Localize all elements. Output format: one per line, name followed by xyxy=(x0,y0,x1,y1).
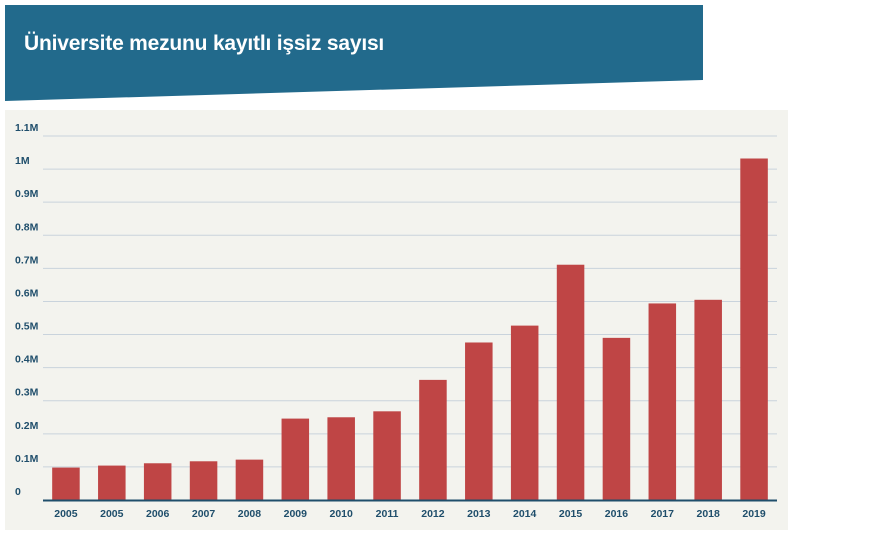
y-tick-label: 0.8M xyxy=(15,221,39,233)
x-tick-label: 2011 xyxy=(376,508,399,520)
chart-panel: 0 0.1M 0.2M 0.3M 0.4M 0.5M 0.6M 0.7M 0.8M 0.9M 1M 1… xyxy=(5,110,788,530)
bar-2008 xyxy=(235,459,264,500)
bar-2019 xyxy=(740,158,768,500)
bar-2016 xyxy=(602,337,631,500)
x-tick-label: 2005 xyxy=(54,508,78,520)
bar-2015 xyxy=(556,264,585,500)
x-tick-label: 2008 xyxy=(238,508,262,520)
y-tick-label: 0.3M xyxy=(15,387,39,399)
bar-2006 xyxy=(143,463,172,500)
bar-2005 xyxy=(98,465,126,500)
x-tick-label: 2014 xyxy=(513,508,537,520)
y-tick-label: 1M xyxy=(15,155,30,167)
y-tick-label: 0.1M xyxy=(15,453,39,465)
x-tick-label: 2013 xyxy=(467,508,491,520)
bar-2012 xyxy=(419,379,447,500)
x-tick-label: 2009 xyxy=(284,508,308,520)
title-banner: Üniversite mezunu kayıtlı işsiz sayısı xyxy=(0,0,880,110)
x-tick-label: 2015 xyxy=(559,508,583,520)
bar-chart: 0 0.1M 0.2M 0.3M 0.4M 0.5M 0.6M 0.7M 0.8M 0.9M 1M 1… xyxy=(15,122,777,520)
y-tick-label: 1.1M xyxy=(15,122,39,134)
x-tick-label: 2012 xyxy=(421,508,445,520)
x-tick-label: 2019 xyxy=(742,508,766,520)
title-banner-shape xyxy=(5,5,703,101)
y-tick-label: 0.4M xyxy=(15,354,39,366)
bar-2007 xyxy=(189,461,218,500)
bar-2017 xyxy=(648,303,677,500)
bar-2014 xyxy=(510,325,539,500)
chart-title: Üniversite mezunu kayıtlı işsiz sayısı xyxy=(24,32,385,55)
y-tick-label: 0.2M xyxy=(15,420,39,432)
x-tick-label: 2010 xyxy=(330,508,354,520)
x-tick-label: 2006 xyxy=(146,508,170,520)
x-tick-label: 2016 xyxy=(605,508,629,520)
x-tick-label: 2017 xyxy=(651,508,675,520)
y-tick-label: 0.6M xyxy=(15,287,39,299)
bar-2005 xyxy=(52,467,80,500)
x-tick-label: 2018 xyxy=(697,508,721,520)
bar-2011 xyxy=(373,411,401,500)
bar-2018 xyxy=(694,299,722,500)
x-axis-tick-labels: 2005 2005 2006 2007 2008 2009 2010 2011 2012 2013… xyxy=(54,508,766,520)
y-axis-tick-labels: 0 0.1M 0.2M 0.3M 0.4M 0.5M 0.6M 0.7M 0.8M 0.9M 1M 1… xyxy=(15,122,39,498)
y-tick-label: 0.7M xyxy=(15,254,39,266)
x-tick-label: 2005 xyxy=(100,508,124,520)
bar-2010 xyxy=(327,417,355,500)
x-tick-label: 2007 xyxy=(192,508,216,520)
y-tick-label: 0.5M xyxy=(15,321,39,333)
bars xyxy=(52,158,768,500)
bar-2013 xyxy=(465,342,493,500)
y-tick-label: 0.9M xyxy=(15,188,39,200)
bar-2009 xyxy=(281,418,310,500)
y-tick-label: 0 xyxy=(15,486,21,498)
